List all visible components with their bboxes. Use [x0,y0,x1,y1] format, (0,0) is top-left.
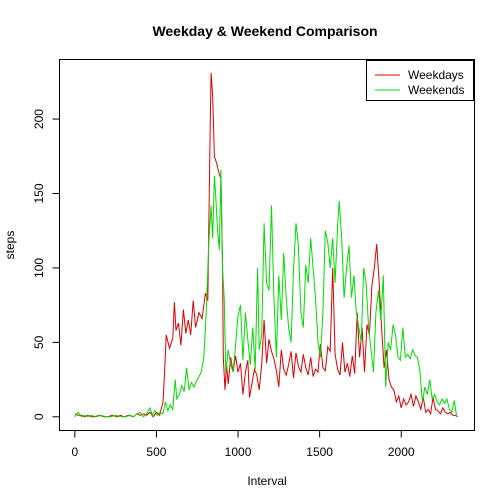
y-tick-label: 200 [32,109,46,129]
legend-label-weekends: Weekends [408,83,464,97]
x-tick-label: 2000 [388,445,415,459]
x-tick-label: 500 [146,445,166,459]
series-line-weekends [74,169,458,418]
x-tick-label: 0 [71,445,78,459]
x-axis-label: Interval [247,474,286,488]
legend: Weekdays Weekends [366,60,474,101]
y-tick-label: 100 [32,258,46,278]
y-axis: 0 50 100 150 200 [32,109,60,420]
y-tick-label: 150 [32,183,46,203]
y-axis-label: steps [3,231,17,260]
legend-label-weekdays: Weekdays [408,68,464,82]
chart-title: Weekday & Weekend Comparison [152,23,377,39]
x-tick-label: 1500 [306,445,333,459]
x-axis: 0 500 1000 1500 2000 [71,430,415,459]
series-layer [74,72,458,418]
plot-area-box [59,59,475,431]
y-tick-label: 50 [32,335,46,349]
legend-box [366,60,474,101]
x-tick-label: 1000 [225,445,252,459]
y-tick-label: 0 [32,413,46,420]
series-line-weekdays [74,72,458,418]
